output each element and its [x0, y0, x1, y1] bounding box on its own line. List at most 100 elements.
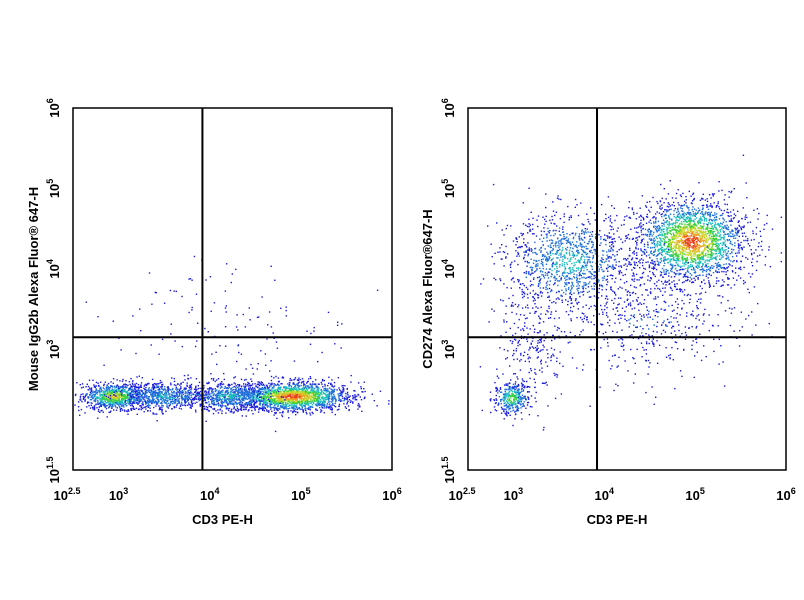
event-point: [130, 400, 132, 403]
event-point: [105, 390, 107, 392]
event-point: [306, 390, 308, 393]
event-point: [743, 282, 745, 285]
event-point: [312, 381, 314, 383]
event-point: [269, 370, 271, 372]
event-point: [136, 390, 139, 392]
event-point: [227, 387, 230, 390]
event-point: [230, 392, 232, 394]
event-point: [168, 405, 170, 407]
event-point: [96, 407, 98, 409]
event-point: [265, 402, 268, 404]
event-point: [725, 221, 727, 223]
event-point: [315, 386, 317, 389]
event-point: [259, 398, 261, 401]
event-point: [153, 385, 155, 387]
event-point: [224, 391, 226, 393]
event-point: [97, 410, 100, 412]
event-point: [714, 222, 717, 224]
event-point: [313, 393, 315, 395]
event-point: [344, 406, 347, 408]
event-point: [306, 399, 309, 402]
event-point: [159, 390, 162, 393]
event-point: [296, 398, 298, 401]
event-point: [327, 384, 329, 387]
event-point: [292, 393, 294, 395]
event-point: [264, 395, 266, 397]
event-point: [703, 244, 705, 246]
event-point: [645, 255, 648, 257]
event-point: [128, 402, 130, 405]
event-point: [289, 378, 291, 380]
event-point: [167, 407, 170, 409]
event-point: [141, 397, 144, 400]
event-point: [254, 389, 256, 391]
event-point: [636, 257, 638, 260]
event-point: [227, 404, 229, 406]
event-point: [343, 400, 345, 402]
event-point: [258, 389, 260, 391]
event-point: [304, 391, 307, 394]
event-point: [117, 385, 120, 388]
event-point: [285, 386, 287, 388]
event-point: [658, 224, 660, 227]
event-point: [295, 414, 297, 416]
event-point: [317, 393, 320, 395]
event-point: [111, 398, 113, 400]
event-point: [341, 400, 343, 402]
event-point: [225, 412, 227, 414]
event-point: [123, 406, 125, 408]
event-point: [641, 233, 643, 236]
event-point: [153, 406, 155, 409]
event-point: [255, 395, 257, 397]
event-point: [306, 402, 308, 405]
event-point: [215, 400, 218, 402]
event-point: [711, 214, 714, 216]
event-point: [318, 394, 320, 396]
event-point: [662, 231, 665, 233]
event-point: [281, 383, 283, 385]
event-point: [208, 392, 210, 394]
event-point: [346, 403, 348, 405]
event-point: [616, 230, 618, 232]
event-point: [215, 394, 218, 397]
event-point: [158, 393, 160, 395]
event-point: [266, 406, 269, 408]
event-point: [240, 409, 242, 411]
event-point: [109, 401, 112, 403]
event-point: [205, 394, 208, 396]
event-point: [299, 378, 301, 381]
event-point: [207, 393, 209, 395]
event-point: [314, 395, 316, 397]
event-point: [283, 393, 286, 395]
event-point: [244, 403, 247, 405]
event-point: [101, 398, 104, 400]
event-point: [237, 408, 239, 411]
event-point: [122, 404, 124, 406]
event-point: [306, 413, 308, 415]
event-point: [145, 397, 147, 399]
event-point: [340, 394, 342, 397]
event-point: [139, 308, 141, 310]
event-point: [137, 392, 139, 395]
event-point: [255, 397, 257, 400]
event-point: [262, 393, 265, 396]
event-point: [345, 395, 347, 397]
event-point: [225, 393, 227, 395]
event-point: [231, 383, 233, 386]
event-point: [239, 392, 241, 394]
event-point: [715, 244, 718, 246]
event-point: [259, 401, 262, 403]
event-point: [330, 383, 332, 386]
event-point: [90, 387, 93, 389]
event-point: [103, 394, 106, 396]
event-point: [169, 398, 171, 401]
event-point: [702, 204, 705, 207]
event-point: [737, 221, 739, 223]
event-point: [119, 407, 121, 409]
event-point: [243, 403, 246, 405]
event-point: [302, 392, 304, 394]
event-point: [76, 382, 78, 384]
event-point: [309, 414, 312, 416]
event-point: [708, 282, 710, 284]
event-point: [655, 222, 657, 224]
